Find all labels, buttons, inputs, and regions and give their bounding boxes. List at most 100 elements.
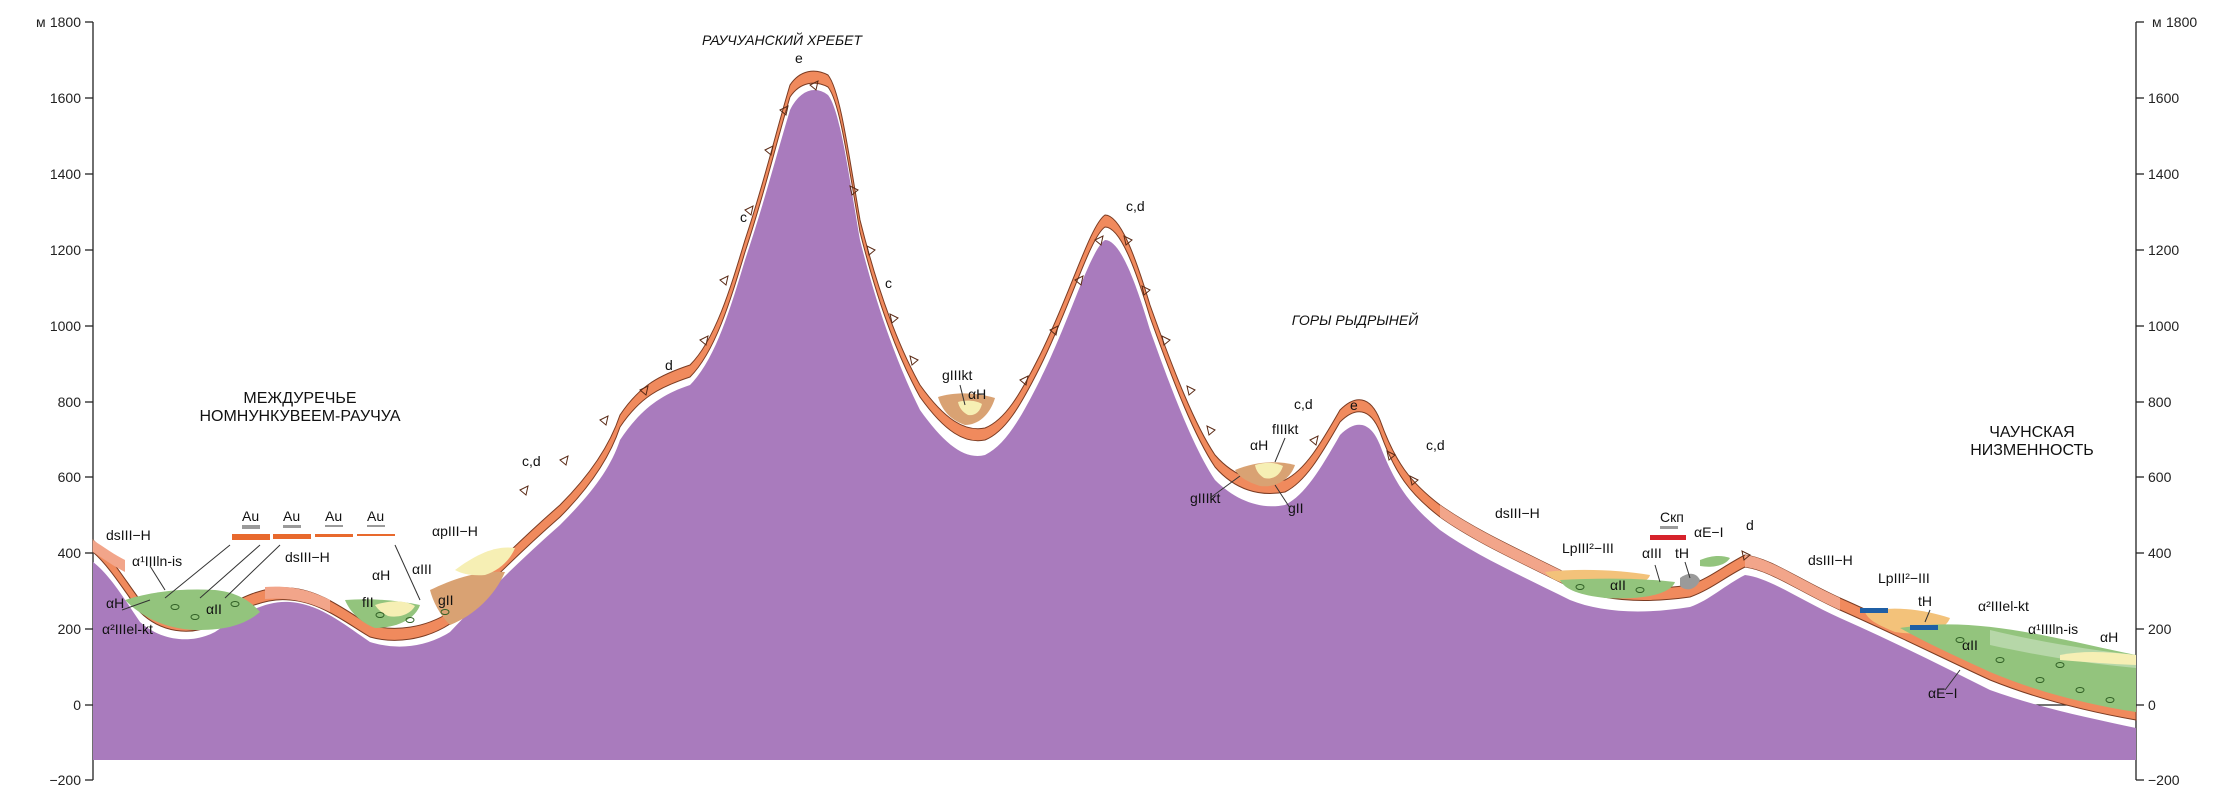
label-Au-1: Au (242, 508, 259, 524)
rubble-symbols (519, 80, 1751, 561)
au-marker-4 (357, 534, 395, 536)
label-Au-4: Au (367, 508, 384, 524)
label-c-1: c (740, 209, 747, 225)
label-gIIIkt-1: gIIIkt (942, 367, 972, 383)
au-marker-3 (315, 534, 353, 537)
au-marker-1-gray (242, 525, 260, 529)
label-dsIII-H-4: dsIII−H (1808, 552, 1853, 568)
bedrock-layer (92, 70, 2137, 721)
tick-right-1200: 1200 (2148, 242, 2179, 258)
tick-left-1200: 1200 (50, 242, 81, 258)
tH-gray-deposit (1680, 573, 1700, 590)
fluvioglacial-valley-2 (1255, 462, 1283, 479)
label-Au-3: Au (325, 508, 342, 524)
region-label-rauchuan: РАУЧУАНСКИЙ ХРЕБЕТ (702, 31, 863, 48)
region-label-rydryney: ГОРЫ РЫДРЫНЕЙ (1292, 311, 1419, 328)
tick-right-0: 0 (2148, 697, 2156, 713)
label-dsIII-H-3: dsIII−H (1495, 505, 1540, 521)
gold-markers (232, 525, 1938, 630)
label-gIIIkt-2: gIIIkt (1190, 490, 1220, 506)
label-d-1: d (665, 357, 673, 373)
region-label-chaun-lowland: НИЗМЕННОСТЬ (1970, 442, 2094, 459)
label-aH-1: αH (106, 595, 124, 611)
region-label-mezhdurechye: МЕЖДУРЕЧЬЕ (243, 390, 356, 407)
tick-left-200: 200 (58, 621, 82, 637)
pebble-symbols (170, 584, 2115, 703)
tick-right-600: 600 (2148, 469, 2172, 485)
label-e-1: e (795, 50, 803, 66)
fluvioglacial-chaun (2060, 651, 2136, 665)
au-marker-3-gray (325, 525, 343, 527)
label-LpIII-2: LpIII²−III (1878, 570, 1930, 586)
tick-left-0: 0 (73, 697, 81, 713)
geologic-labels: dsIII−H α¹IIIln-is αH α²IIIel-kt αII Au … (102, 50, 2118, 701)
label-gII-2: gII (1288, 500, 1304, 516)
tick-left-400: 400 (58, 545, 82, 561)
tick-right-400: 400 (2148, 545, 2172, 561)
tick-left-800: 800 (58, 394, 82, 410)
au-marker-4-gray (367, 525, 385, 527)
label-gII-1: gII (438, 592, 454, 608)
tick-left-minus200: −200 (49, 772, 81, 788)
right-axis: м 1800 1600 1400 1200 1000 800 600 400 2… (2135, 14, 2197, 788)
label-tH-2: tH (1918, 593, 1932, 609)
blue-marker-1 (1860, 608, 1888, 613)
tick-right-1800: 1800 (2166, 14, 2197, 30)
label-a1IIIln-is-2: α¹IIIln-is (2028, 621, 2078, 637)
fluvioglacial-middle (375, 601, 415, 617)
label-c-2: c (885, 275, 892, 291)
tick-right-1600: 1600 (2148, 90, 2179, 106)
axis-unit-left: м (36, 14, 46, 30)
label-cd-2: c,d (1126, 198, 1145, 214)
label-tH-1: tH (1675, 545, 1689, 561)
label-dsIII-H-1: dsIII−H (106, 527, 151, 543)
tick-right-1000: 1000 (2148, 318, 2179, 334)
alluvium-chaun-lower (1900, 624, 2136, 712)
alluvium-aE-I-upper (1700, 555, 1730, 567)
label-LpIII-1: LpIII²−III (1562, 540, 1614, 556)
tick-left-1400: 1400 (50, 166, 81, 182)
label-apIII-H: αpIII−H (432, 523, 478, 539)
alluvium-mid-right (1560, 578, 1675, 599)
label-aH-5: αH (2100, 629, 2118, 645)
tick-right-minus200: −200 (2148, 772, 2180, 788)
left-axis: м 1800 1600 1400 1200 1000 800 600 400 2… (36, 14, 94, 788)
label-aE-I-2: αE−I (1928, 685, 1958, 701)
weathering-crust-layer (93, 90, 2136, 760)
label-aH-4: αH (1250, 437, 1268, 453)
label-e-2: e (1350, 397, 1358, 413)
tick-left-1600: 1600 (50, 90, 81, 106)
fluvioglacial-valley-1 (958, 400, 982, 416)
alluvium-left-valley (125, 589, 260, 630)
label-fII: fII (362, 594, 374, 610)
label-aIII-1: αIII (412, 561, 432, 577)
label-aH-2: αH (372, 567, 390, 583)
skp-marker (1650, 535, 1686, 540)
region-label-chaun: ЧАУНСКАЯ (1989, 424, 2074, 441)
label-aII-2: αII (1610, 577, 1626, 593)
label-Au-2: Au (283, 508, 300, 524)
au-marker-1 (232, 534, 270, 540)
label-aII-3: αII (1962, 637, 1978, 653)
blue-marker-2 (1910, 625, 1938, 630)
au-marker-2 (273, 534, 311, 539)
label-dsIII-H-2: dsIII−H (285, 549, 330, 565)
label-aH-3: αH (968, 386, 986, 402)
label-d-2: d (1746, 517, 1754, 533)
fluvioglacial-apIII (455, 547, 515, 576)
label-aIII-2: αIII (1642, 545, 1662, 561)
label-cd-4: c,d (1426, 437, 1445, 453)
label-cd-1: c,d (522, 453, 541, 469)
label-cd-3: c,d (1294, 396, 1313, 412)
tick-left-1000: 1000 (50, 318, 81, 334)
label-a2IIIel-kt-2: α²IIIel-kt (1978, 598, 2029, 614)
tick-left-600: 600 (58, 469, 82, 485)
label-a2IIIel-kt-1: α²IIIel-kt (102, 621, 153, 637)
label-fIIIkt: fIIIkt (1272, 421, 1299, 437)
leader-lines (121, 384, 1961, 691)
region-label-mezhdurechye-name: НОМНУНКУВЕЕМ-РАУЧУА (199, 408, 400, 425)
tick-right-800: 800 (2148, 394, 2172, 410)
au-marker-2-gray (283, 525, 301, 528)
tick-left-1800: 1800 (50, 14, 81, 30)
